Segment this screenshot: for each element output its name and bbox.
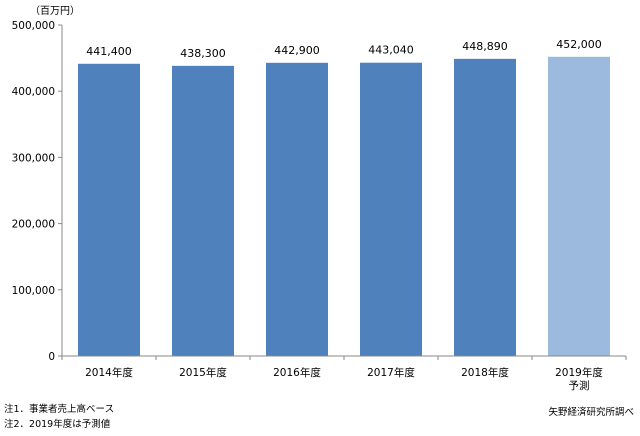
footnote-2: 注2．2019年度は予測値 <box>4 419 111 430</box>
y-axis-ticks: 0 100,000 200,000 300,000 400,000 500,000 <box>12 20 62 363</box>
data-label: 452,000 <box>556 38 602 51</box>
data-label: 438,300 <box>180 47 226 60</box>
bar <box>172 65 234 356</box>
y-tick-label: 100,000 <box>12 285 55 297</box>
bar <box>78 63 140 356</box>
bar <box>266 62 328 356</box>
x-category-label: 2015年度 <box>179 366 227 379</box>
y-tick-label: 500,000 <box>12 20 55 32</box>
x-category-label: 2017年度 <box>367 366 415 379</box>
bars <box>78 56 610 357</box>
y-axis-unit-label: （百万円） <box>30 5 80 17</box>
bar <box>360 62 422 356</box>
data-label: 442,900 <box>274 44 320 57</box>
source-credit: 矢野経済研究所調べ <box>548 407 634 418</box>
bar <box>454 58 516 357</box>
y-tick-label: 0 <box>48 351 55 363</box>
data-labels: 441,400 438,300 442,900 443,040 448,890 452,0… <box>86 38 602 60</box>
x-category-label: 2014年度 <box>85 366 133 379</box>
data-label: 448,890 <box>462 40 508 53</box>
x-category-label: 2018年度 <box>461 366 509 379</box>
x-axis-labels: 2014年度 2015年度 2016年度 2017年度 2018年度 2019年度予測 <box>61 356 627 392</box>
x-category-label: 2019年度予測 <box>555 366 603 392</box>
y-tick-label: 200,000 <box>12 219 55 231</box>
bar <box>548 56 610 356</box>
bar-chart: （百万円） 0 100,000 200,000 300,000 400,000 500,0… <box>12 5 627 392</box>
x-category-label: 2016年度 <box>273 366 321 379</box>
y-tick-label: 300,000 <box>12 152 55 164</box>
data-label: 443,040 <box>368 44 414 57</box>
data-label: 441,400 <box>86 45 132 58</box>
footnote-1: 注1．事業者売上高ベース <box>4 404 115 415</box>
y-tick-label: 400,000 <box>12 86 55 98</box>
